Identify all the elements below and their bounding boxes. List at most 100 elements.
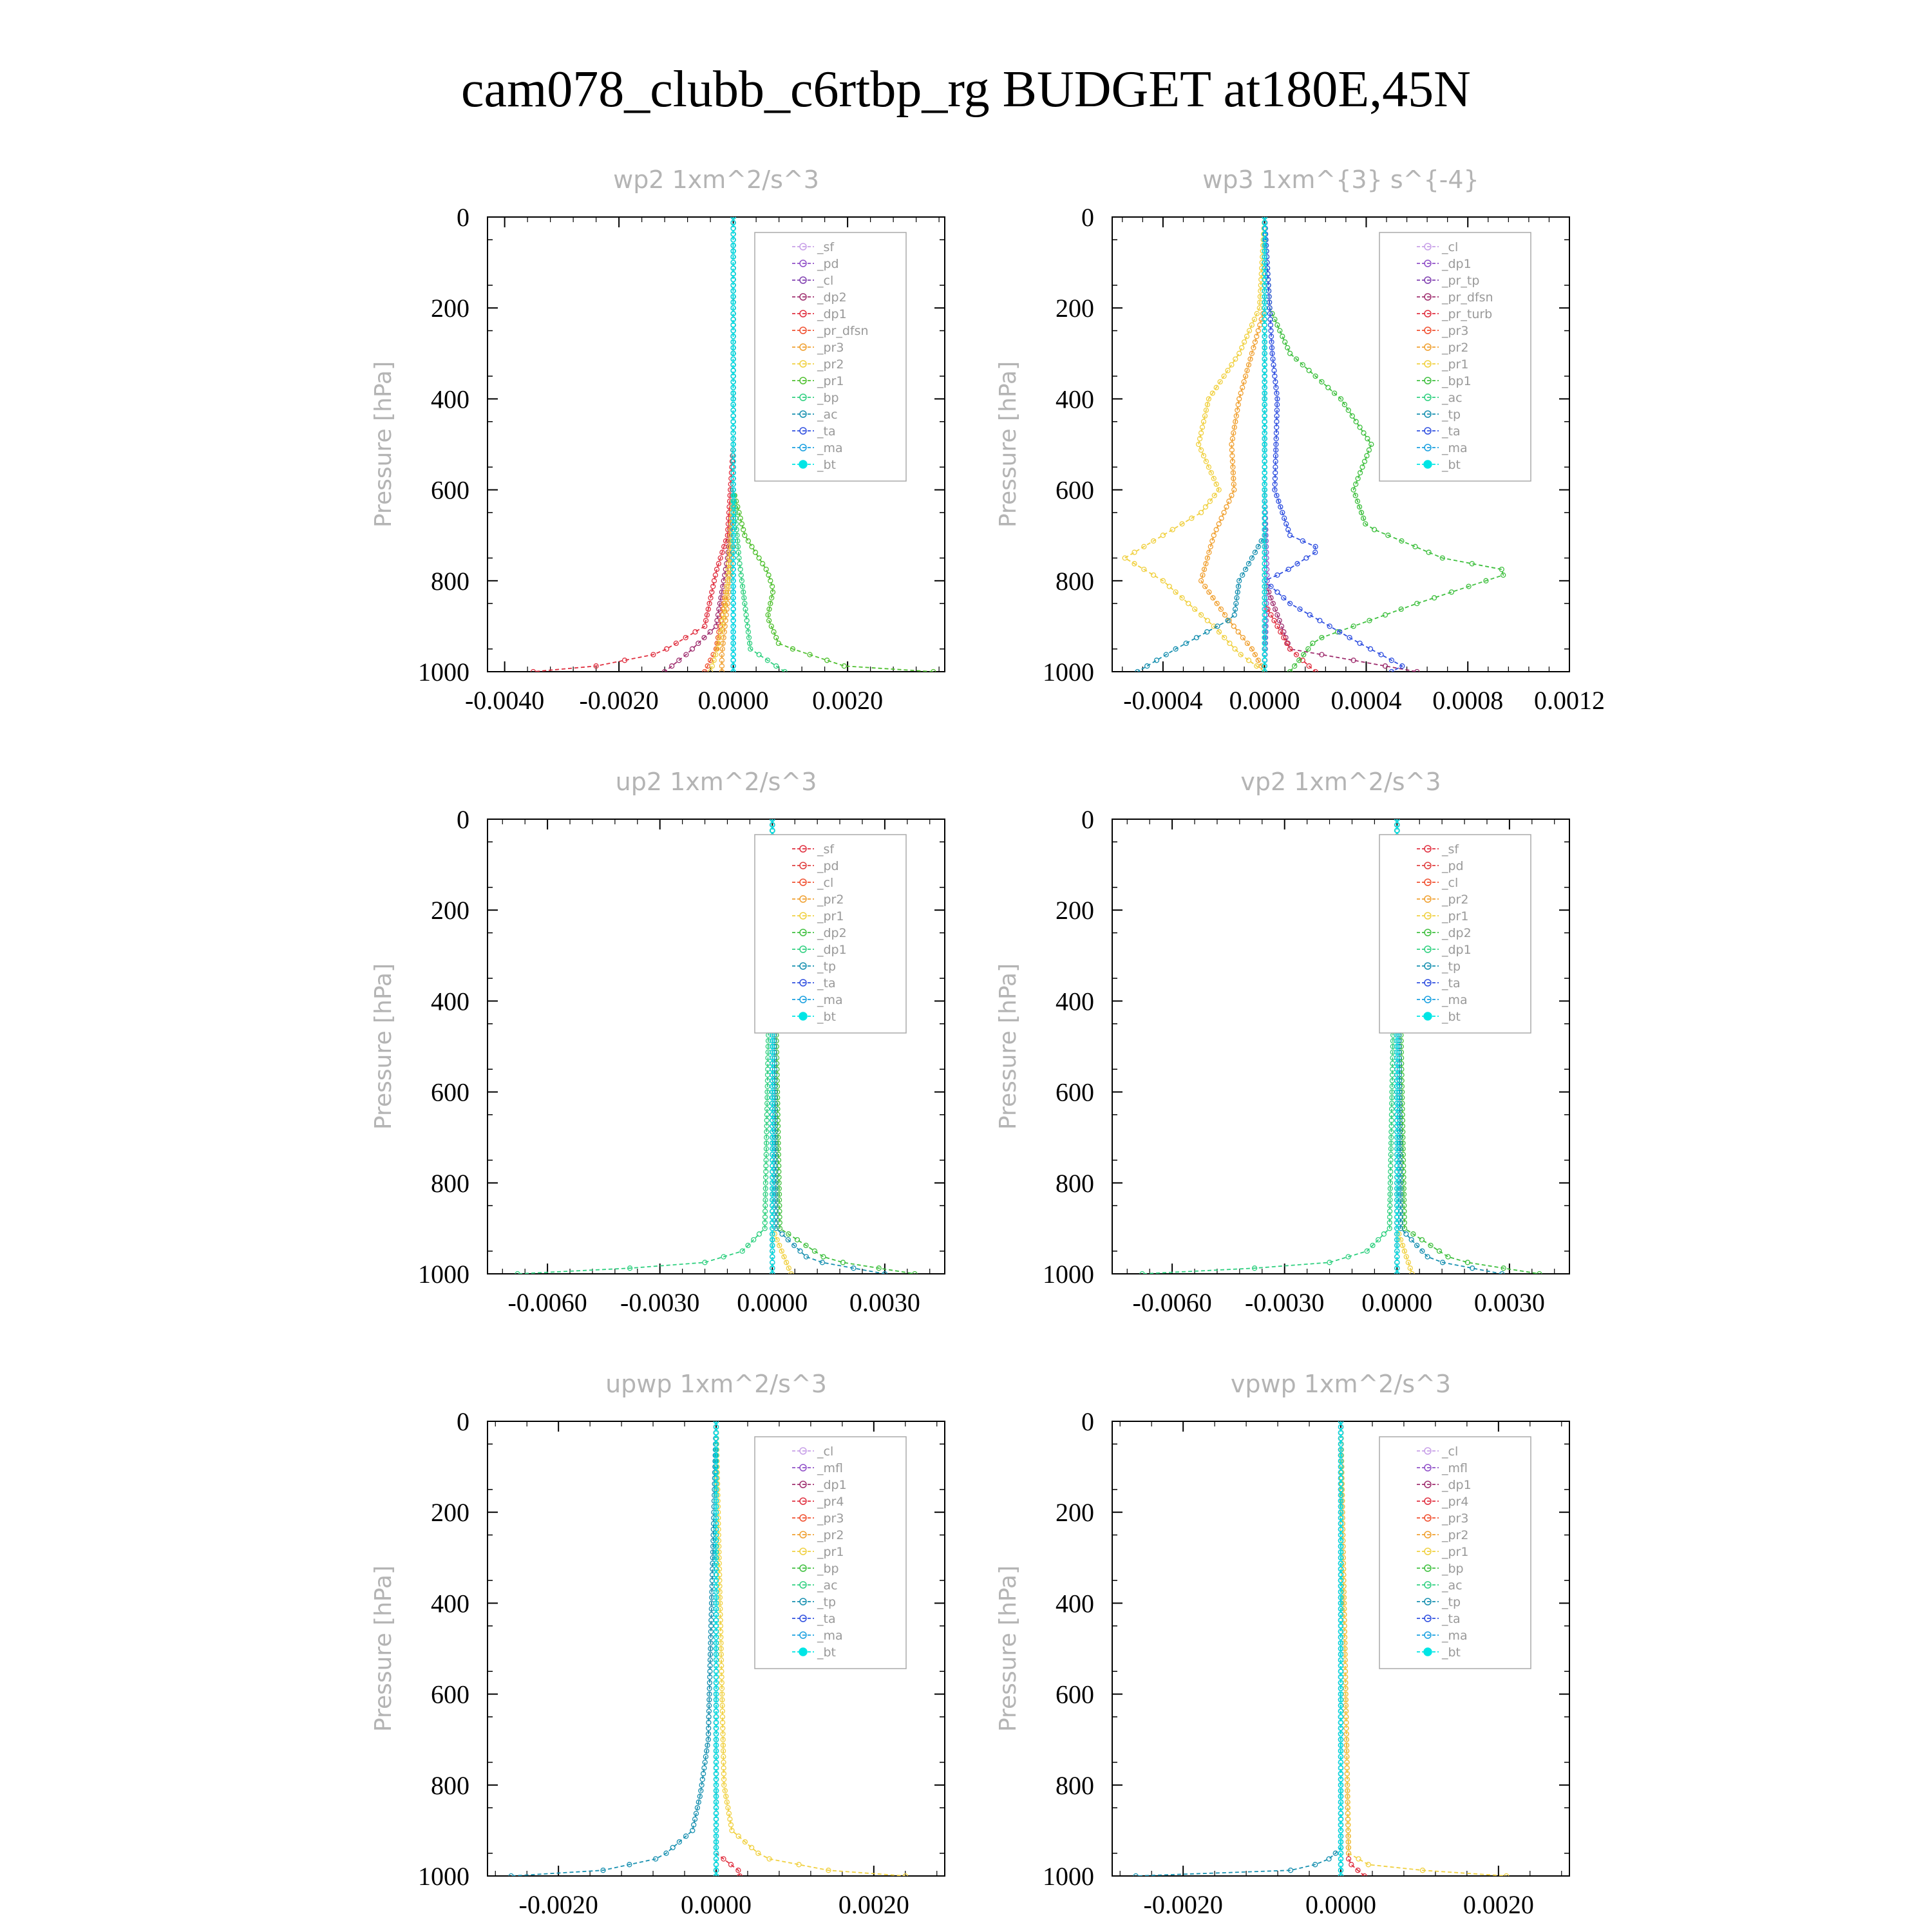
series-marker	[769, 595, 775, 601]
series-marker	[1403, 1231, 1409, 1237]
series-marker	[1230, 469, 1236, 476]
series-marker	[803, 1242, 809, 1249]
series-marker	[1262, 652, 1267, 658]
series-marker	[730, 271, 736, 277]
series-marker	[742, 600, 748, 607]
series-marker	[1262, 254, 1267, 260]
series-marker	[1262, 305, 1267, 311]
series-marker	[1305, 646, 1311, 652]
y-tick-label: 200	[431, 896, 469, 925]
series-marker	[1200, 419, 1207, 424]
series-marker	[1211, 493, 1217, 498]
series-marker	[1469, 561, 1475, 567]
series-marker	[770, 1095, 775, 1101]
series-marker	[726, 504, 732, 510]
panel-title: upwp 1xm^2/s^3	[605, 1370, 827, 1398]
y-tick-label: 600	[1056, 476, 1094, 505]
series-marker	[1221, 373, 1227, 379]
series-marker	[779, 1248, 784, 1254]
series-marker	[1226, 498, 1232, 504]
series-marker	[1388, 658, 1395, 663]
series-marker	[1388, 1169, 1394, 1175]
series-marker	[764, 1135, 770, 1141]
series-marker	[1347, 634, 1352, 641]
series-marker	[730, 441, 736, 448]
series-line	[533, 217, 734, 672]
series-marker	[1401, 1248, 1408, 1254]
series-marker	[1394, 828, 1400, 833]
series-marker	[1367, 618, 1372, 623]
series-marker	[730, 345, 736, 351]
series-marker	[744, 618, 750, 623]
series-marker	[1271, 362, 1276, 368]
series-marker	[730, 572, 736, 578]
series-marker	[730, 225, 736, 231]
series-marker	[730, 640, 736, 647]
series-marker	[1408, 1236, 1414, 1243]
series-marker	[770, 1231, 775, 1237]
series-marker	[724, 600, 730, 607]
series-marker	[717, 623, 723, 629]
series-marker	[1218, 515, 1224, 521]
series-marker	[730, 475, 736, 482]
y-tick-label: 200	[1056, 896, 1094, 925]
legend-swatch-marker	[1424, 895, 1432, 903]
series-marker	[1294, 561, 1300, 567]
series-marker	[1202, 413, 1208, 419]
series-marker	[650, 652, 656, 658]
series-marker	[773, 1169, 779, 1175]
series-marker	[722, 572, 728, 578]
series-marker	[1229, 362, 1235, 368]
series-marker	[1210, 595, 1216, 601]
series-marker	[773, 1208, 779, 1215]
y-tick-label: 0	[457, 1407, 469, 1436]
series-marker	[1262, 487, 1267, 493]
series-marker	[1394, 1055, 1400, 1061]
series-marker	[1262, 225, 1267, 231]
series-marker	[1388, 1117, 1394, 1123]
series-marker	[515, 1271, 520, 1274]
series-marker	[770, 1135, 775, 1141]
series-marker	[1499, 566, 1504, 573]
series-marker	[1327, 1260, 1332, 1265]
legend-entry: _dp1	[817, 943, 847, 957]
series-marker	[748, 646, 753, 652]
series-marker	[669, 663, 675, 669]
series-marker	[1397, 1226, 1404, 1231]
y-tick-label: 600	[431, 1078, 469, 1107]
series-marker	[1262, 658, 1267, 663]
series-marker	[1251, 316, 1258, 323]
series-marker	[1203, 459, 1209, 464]
series-marker	[1273, 447, 1279, 453]
series-marker	[1394, 1197, 1400, 1203]
y-tick-label: 0	[457, 203, 469, 232]
series-marker	[762, 1226, 768, 1231]
series-marker	[770, 1038, 775, 1044]
legend-entry: _cl	[1441, 240, 1458, 254]
series-marker	[621, 658, 628, 663]
series-marker	[1262, 242, 1267, 249]
series-marker	[772, 1066, 778, 1072]
y-tick-label: 1000	[418, 1862, 469, 1891]
series-marker	[1483, 578, 1489, 583]
series-marker	[1245, 362, 1252, 368]
series-marker	[1397, 1135, 1403, 1141]
series-marker	[782, 668, 788, 672]
legend-swatch-marker	[799, 260, 807, 267]
legend-swatch-marker	[1424, 444, 1432, 451]
legend-swatch-marker	[799, 410, 807, 418]
series-marker	[1262, 538, 1267, 544]
series-marker	[1350, 487, 1356, 493]
legend-entry: _dp2	[817, 926, 847, 940]
series-marker	[770, 1157, 775, 1163]
series-marker	[1264, 555, 1269, 561]
series-marker	[1361, 459, 1368, 464]
series-marker	[725, 572, 731, 578]
series-marker	[730, 305, 736, 311]
series-marker	[1166, 583, 1172, 589]
series-marker	[730, 339, 736, 345]
series-marker	[1270, 600, 1276, 607]
series-marker	[1255, 328, 1261, 334]
series-marker	[1229, 493, 1235, 498]
series-marker	[876, 1265, 882, 1271]
